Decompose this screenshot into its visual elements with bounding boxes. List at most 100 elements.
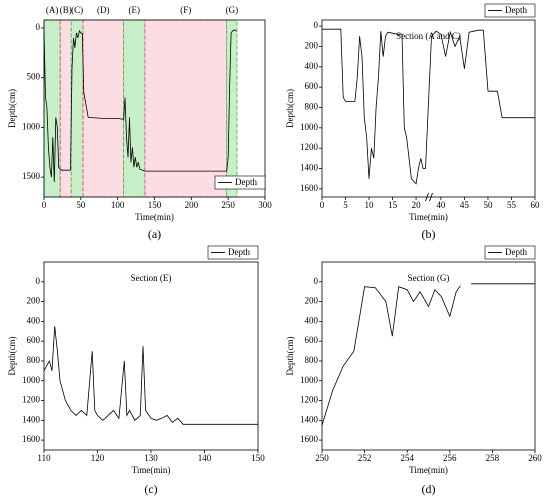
x-tick-label: 252	[358, 453, 372, 463]
x-tick-label: 110	[37, 453, 51, 463]
x-tick-label: 5	[343, 200, 348, 210]
depth-line	[322, 28, 535, 185]
x-tick-label: 15	[388, 200, 398, 210]
x-tick-label: 250	[221, 200, 235, 210]
y-tick-label: 1200	[22, 395, 41, 405]
x-tick-label: 40	[436, 200, 446, 210]
legend-box	[484, 245, 536, 260]
plot-frame	[321, 261, 536, 451]
depth-line	[321, 283, 535, 426]
axis-break	[429, 192, 433, 202]
legend-label: Depth	[505, 247, 527, 257]
region	[82, 19, 124, 198]
y-tick-label: 1400	[22, 414, 41, 424]
chart-title: Section (G)	[408, 273, 450, 283]
x-tick-label: 140	[198, 453, 212, 463]
x-tick-label: 55	[507, 200, 517, 210]
y-tick-label: 400	[305, 315, 319, 325]
plot-frame	[321, 19, 536, 198]
plot-frame	[43, 261, 259, 451]
y-tick-label: 600	[27, 335, 41, 345]
y-tick-label: 1000	[300, 375, 319, 385]
y-tick-label: 1600	[300, 434, 319, 444]
x-tick-label: 10	[365, 200, 375, 210]
x-tick-label: 0	[320, 200, 325, 210]
region-label: (F)	[180, 5, 191, 15]
y-tick-label: 600	[305, 335, 319, 345]
y-tick-label: 800	[27, 355, 41, 365]
x-tick-label: 258	[486, 453, 500, 463]
y-tick-label: 1000	[300, 122, 319, 132]
x-axis-label: Time(min)	[135, 212, 174, 222]
y-tick-label: 0	[36, 276, 41, 286]
legend-box	[207, 245, 259, 260]
y-tick-label: 200	[27, 296, 41, 306]
y-axis-label: Depth(cm)	[7, 337, 17, 376]
x-tick-label: 130	[144, 453, 158, 463]
y-tick-label: 800	[305, 102, 319, 112]
x-axis-label: Time(min)	[409, 212, 448, 222]
axis-break	[425, 192, 429, 202]
x-tick-label: 256	[443, 453, 457, 463]
x-tick-label: 150	[148, 200, 162, 210]
x-tick-label: 250	[315, 453, 329, 463]
panel-label: (a)	[148, 227, 161, 241]
y-tick-label: 0	[36, 22, 41, 32]
x-axis-label: Time(min)	[409, 465, 448, 475]
x-tick-label: 150	[251, 453, 265, 463]
y-tick-label: 1400	[300, 163, 319, 173]
region-label: (B)	[60, 5, 72, 15]
y-tick-label: 1400	[300, 414, 319, 424]
legend-label: Depth	[235, 177, 257, 187]
panel-label: (c)	[144, 482, 157, 496]
y-tick-label: 400	[305, 61, 319, 71]
legend-label: Depth	[505, 5, 527, 15]
region	[144, 19, 228, 198]
x-tick-label: 0	[42, 200, 47, 210]
region-label: (D)	[97, 5, 110, 15]
legend-box	[214, 175, 266, 190]
region-label: (E)	[128, 5, 140, 15]
x-tick-label: 100	[111, 200, 125, 210]
legend-label: Depth	[228, 247, 250, 257]
legend: Depth	[484, 3, 536, 18]
y-axis-label: Depth(cm)	[7, 89, 17, 128]
depth-line	[43, 29, 237, 183]
panel-label: (b)	[422, 227, 436, 241]
y-tick-label: 1600	[22, 434, 41, 444]
y-tick-label: 1000	[22, 121, 41, 131]
legend: Depth	[214, 175, 266, 190]
region	[43, 19, 61, 198]
y-tick-label: 1600	[300, 183, 319, 193]
chart-title: Section (A and C)	[396, 31, 461, 41]
x-tick-label: 50	[76, 200, 86, 210]
y-tick-label: 200	[305, 41, 319, 51]
y-tick-label: 0	[314, 20, 319, 30]
legend: Depth	[207, 245, 259, 260]
y-axis-label: Depth(cm)	[285, 337, 295, 376]
region	[123, 19, 146, 198]
panel-label: (d)	[422, 482, 436, 496]
x-tick-label: 45	[460, 200, 470, 210]
depth-line	[43, 326, 258, 425]
y-tick-label: 1200	[300, 395, 319, 405]
y-tick-label: 0	[314, 276, 319, 286]
x-tick-label: 50	[483, 200, 493, 210]
y-tick-label: 1200	[300, 142, 319, 152]
region	[226, 19, 238, 198]
legend-box	[484, 3, 536, 18]
x-axis-label: Time(min)	[132, 465, 171, 475]
region-label: (A)	[46, 5, 59, 15]
x-tick-label: 20	[412, 200, 422, 210]
x-tick-label: 300	[258, 200, 272, 210]
y-tick-label: 1500	[22, 171, 41, 181]
x-tick-label: 260	[528, 453, 542, 463]
region-label: (G)	[226, 5, 239, 15]
chart-title: Section (E)	[131, 273, 172, 283]
x-tick-label: 120	[91, 453, 105, 463]
y-tick-label: 200	[305, 296, 319, 306]
y-tick-label: 1000	[22, 375, 41, 385]
x-tick-label: 200	[185, 200, 199, 210]
y-tick-label: 500	[27, 72, 41, 82]
